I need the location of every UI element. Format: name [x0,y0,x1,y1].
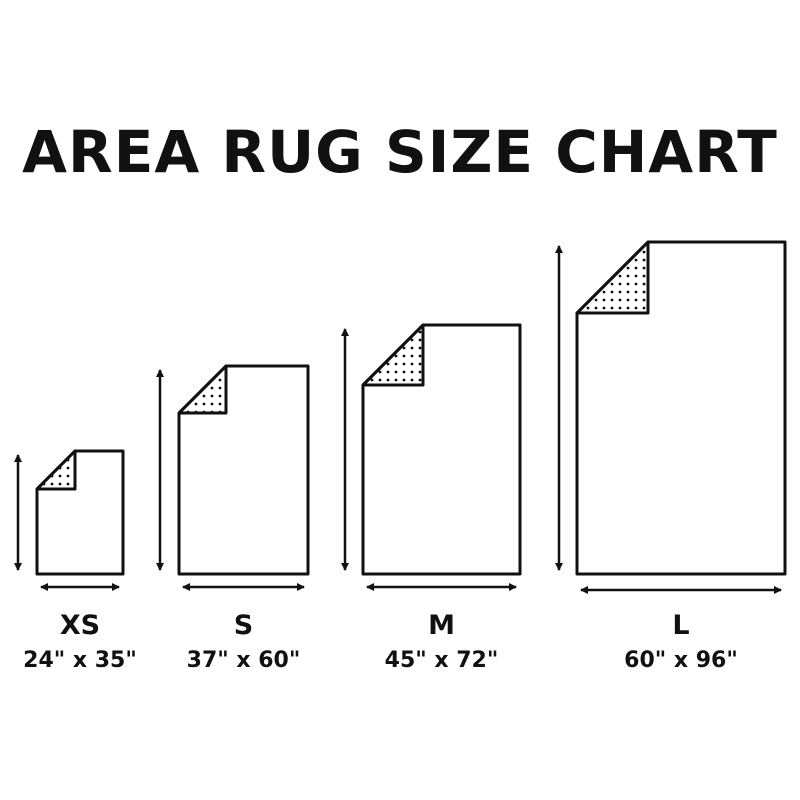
chart-title: AREA RUG SIZE CHART [22,118,778,186]
dimensions-label-m: 45" x 72" [384,648,499,673]
rug-fold-m [361,323,425,387]
size-label-s: S [233,610,254,641]
rug-xs [35,449,125,576]
rug-fold-s [177,364,228,415]
size-label-l: L [672,610,690,641]
size-label-xs: XS [59,610,101,641]
dimensions-label-s: 37" x 60" [186,648,301,673]
dimensions-label-l: 60" x 96" [624,648,738,673]
rug-fold-l [575,240,650,315]
rug-fold-xs [35,449,77,491]
size-label-m: M [428,610,455,641]
dimensions-label-xs: 24" x 35" [23,648,137,673]
